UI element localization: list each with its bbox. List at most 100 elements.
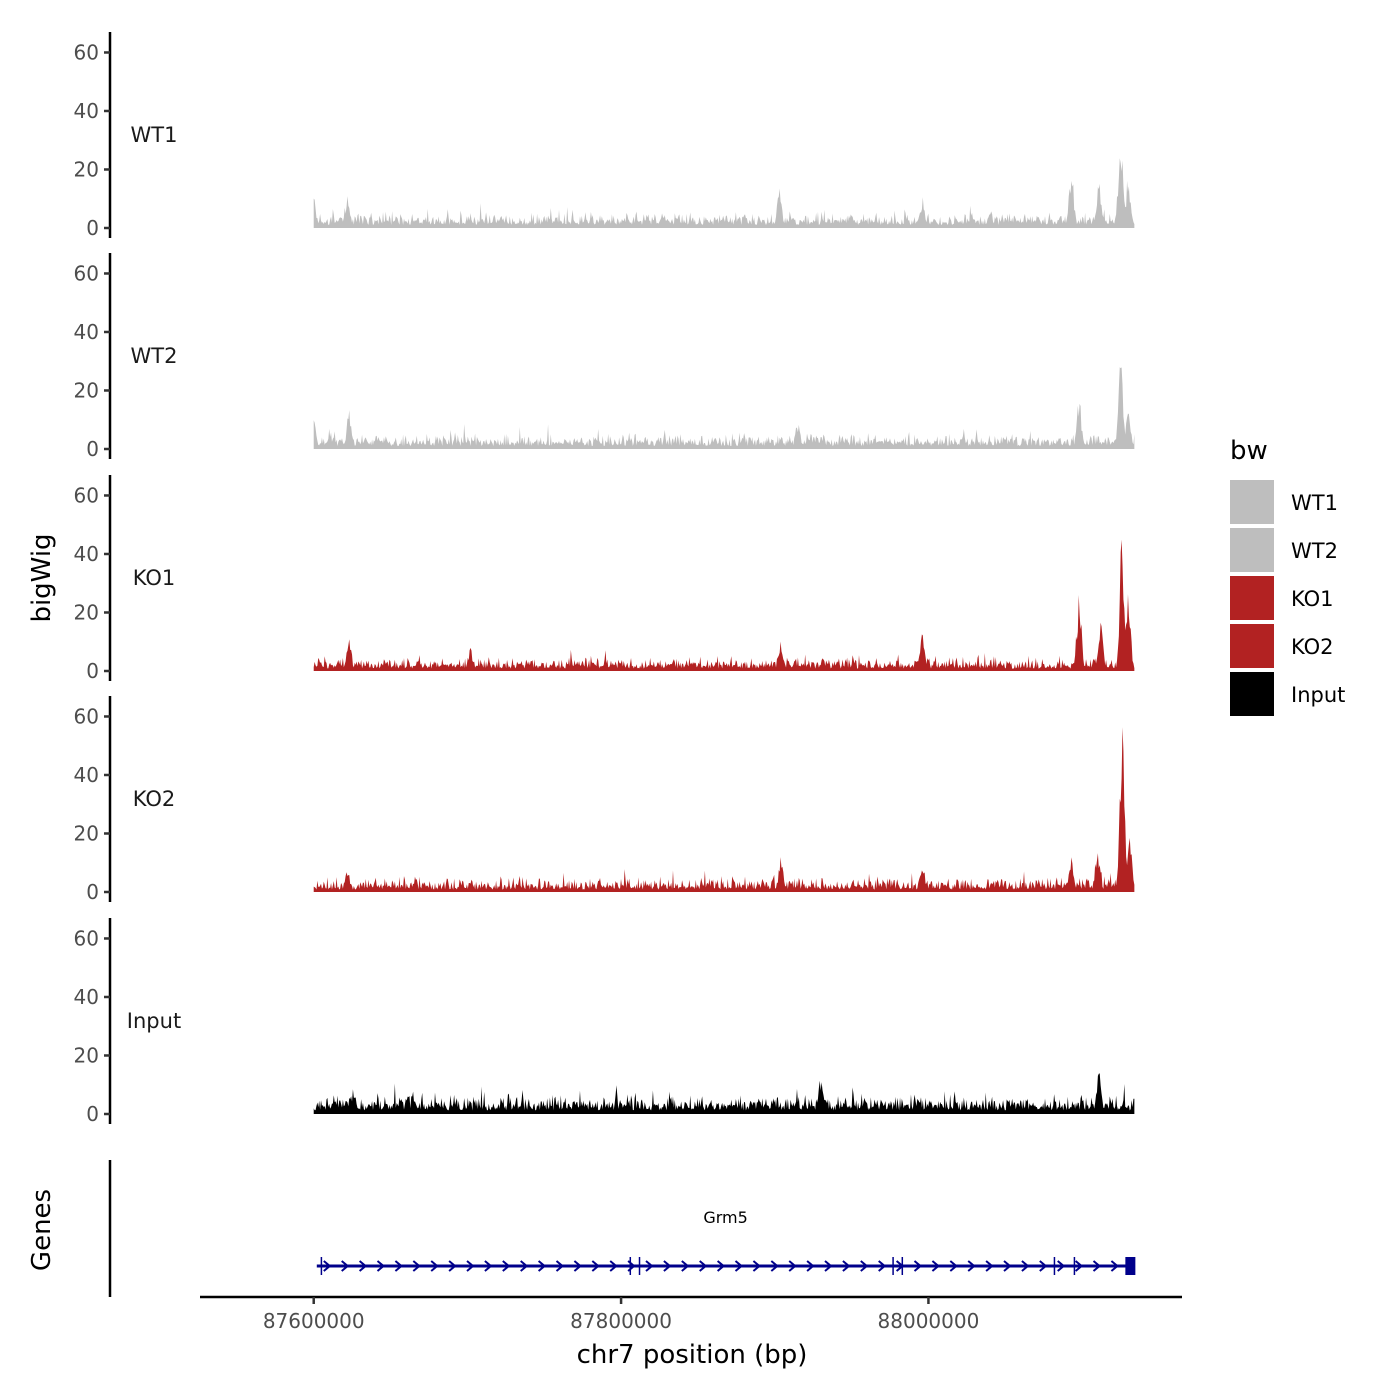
x-axis-title: chr7 position (bp) xyxy=(577,1340,808,1370)
y-axis-title: bigWig xyxy=(27,533,57,622)
track-label: KO2 xyxy=(133,787,176,811)
y-tick-label: 0 xyxy=(86,437,99,461)
x-tick-label: 87800000 xyxy=(570,1309,672,1333)
gene-grm5: Grm5 xyxy=(316,1208,1136,1275)
track-label: Input xyxy=(127,1009,181,1033)
y-tick-label: 20 xyxy=(74,600,99,624)
x-axis: chr7 position (bp) 87600000 87800000 88000… xyxy=(200,1295,1182,1370)
track-panel-ko2: 0 20 40 60 KO2 xyxy=(74,696,1135,904)
strand-arrow-icon xyxy=(878,1260,887,1272)
y-tick-label: 40 xyxy=(74,985,99,1009)
strand-arrow-icon xyxy=(323,1260,332,1272)
strand-arrow-icon xyxy=(860,1260,869,1272)
strand-arrow-icon xyxy=(484,1260,493,1272)
track-panel-wt1: 0 20 40 60 WT1 xyxy=(74,32,1135,240)
strand-arrow-icon xyxy=(734,1260,744,1272)
strand-arrow-icon xyxy=(681,1260,690,1272)
legend: bw WT1 WT2 KO1 KO2 Input xyxy=(1230,436,1345,716)
strand-arrow-icon xyxy=(430,1260,439,1272)
y-tick-label: 20 xyxy=(74,157,99,181)
x-tick-label: 88000000 xyxy=(878,1309,980,1333)
strand-arrow-icon xyxy=(1057,1260,1066,1272)
gene-label: Grm5 xyxy=(703,1208,747,1227)
track-panel-wt2: 0 20 40 60 WT2 xyxy=(74,253,1135,461)
strand-arrow-icon xyxy=(358,1260,368,1272)
strand-arrow-icon xyxy=(609,1260,618,1272)
strand-arrow-icon xyxy=(788,1260,797,1272)
track-label: KO1 xyxy=(133,566,176,590)
y-tick-label: 40 xyxy=(74,99,99,123)
strand-arrow-icon xyxy=(770,1260,779,1272)
strand-arrow-icon xyxy=(394,1260,403,1272)
signal-area-wt2 xyxy=(313,367,1135,449)
strand-arrow-icon xyxy=(376,1260,386,1272)
strand-arrow-icon xyxy=(448,1260,457,1272)
strand-arrow-icon xyxy=(931,1260,940,1272)
strand-arrow-icon xyxy=(985,1260,994,1272)
strand-arrow-icon xyxy=(573,1260,582,1272)
legend-label-ko1: KO1 xyxy=(1291,587,1334,611)
y-tick-label: 60 xyxy=(74,261,99,285)
strand-arrow-icon xyxy=(1110,1260,1119,1272)
strand-arrow-icon xyxy=(1074,1260,1084,1272)
gene-panel: Genes Grm5 xyxy=(27,1160,1136,1297)
y-tick-label: 0 xyxy=(86,1102,99,1126)
strand-arrow-icon xyxy=(1021,1260,1030,1272)
strand-arrow-icon xyxy=(1092,1260,1102,1272)
y-tick-label: 20 xyxy=(74,821,99,845)
y-tick-label: 0 xyxy=(86,216,99,240)
strand-arrow-icon xyxy=(806,1260,815,1272)
strand-arrow-icon xyxy=(412,1260,421,1272)
y-tick-label: 20 xyxy=(74,378,99,402)
strand-arrow-icon xyxy=(663,1260,672,1272)
track-panel-ko1: 0 20 40 60 KO1 xyxy=(74,475,1135,683)
strand-arrow-icon xyxy=(537,1260,547,1272)
track-label: WT2 xyxy=(131,344,178,368)
strand-arrow-icon xyxy=(502,1260,511,1272)
legend-swatch-input xyxy=(1230,672,1274,716)
legend-swatch-ko1 xyxy=(1230,576,1274,620)
strand-arrow-icon xyxy=(824,1260,833,1272)
strand-arrow-icon xyxy=(341,1260,350,1272)
y-tick-label: 20 xyxy=(74,1043,99,1067)
strand-arrow-icon xyxy=(913,1260,923,1272)
y-tick-label: 40 xyxy=(74,320,99,344)
signal-area-input xyxy=(313,1073,1135,1114)
x-tick-label: 87600000 xyxy=(263,1309,365,1333)
strand-arrow-icon xyxy=(716,1260,726,1272)
strand-arrow-icon xyxy=(591,1260,600,1272)
legend-swatch-wt1 xyxy=(1230,480,1274,524)
y-tick-label: 40 xyxy=(74,763,99,787)
strand-arrow-icon xyxy=(1039,1260,1048,1272)
legend-swatch-wt2 xyxy=(1230,528,1274,572)
strand-arrow-icon xyxy=(466,1260,475,1272)
y-tick-label: 60 xyxy=(74,926,99,950)
y-tick-label: 60 xyxy=(74,40,99,64)
track-label: WT1 xyxy=(131,123,178,147)
track-panel-input: 0 20 40 60 Input xyxy=(74,918,1135,1126)
strand-arrow-icon xyxy=(842,1260,851,1272)
legend-swatch-ko2 xyxy=(1230,624,1274,668)
strand-arrow-icon xyxy=(1003,1260,1012,1272)
strand-arrow-icon xyxy=(967,1260,976,1272)
legend-label-input: Input xyxy=(1291,683,1345,707)
terminal-exon xyxy=(1125,1257,1136,1275)
strand-arrow-icon xyxy=(949,1260,958,1272)
y-tick-label: 0 xyxy=(86,659,99,683)
y-tick-label: 60 xyxy=(74,704,99,728)
strand-arrow-icon xyxy=(520,1260,529,1272)
legend-title: bw xyxy=(1230,436,1268,466)
gene-panel-title: Genes xyxy=(27,1189,57,1271)
signal-area-ko1 xyxy=(313,539,1135,671)
signal-area-wt1 xyxy=(313,158,1135,228)
tracks-layer: 0 20 40 60 WT1 0 20 40 60 WT2 0 20 40 60 KO1 0 20 40 60 KO2… xyxy=(74,32,1135,1126)
strand-arrow-icon xyxy=(555,1260,565,1272)
legend-label-wt2: WT2 xyxy=(1291,539,1338,563)
y-tick-label: 0 xyxy=(86,880,99,904)
y-tick-label: 40 xyxy=(74,542,99,566)
legend-label-wt1: WT1 xyxy=(1291,491,1338,515)
legend-label-ko2: KO2 xyxy=(1291,635,1334,659)
strand-arrow-icon xyxy=(752,1260,761,1272)
y-tick-label: 60 xyxy=(74,483,99,507)
